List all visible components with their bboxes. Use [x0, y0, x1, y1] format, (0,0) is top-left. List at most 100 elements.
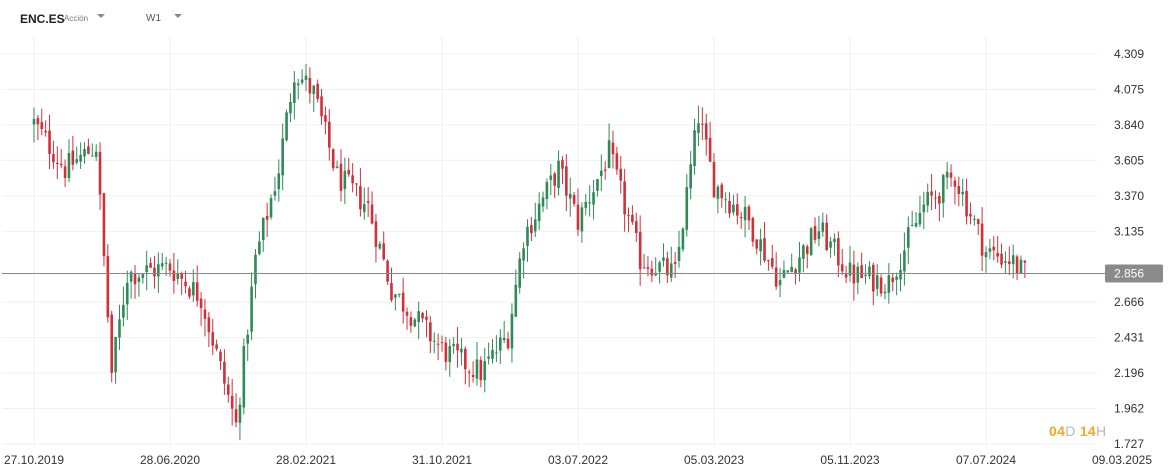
candle-body — [316, 83, 319, 99]
candle-body — [821, 222, 825, 232]
candle-body — [370, 204, 374, 224]
candle-body — [456, 343, 459, 351]
candle-body — [32, 119, 36, 125]
candle-body — [864, 274, 867, 277]
candle-body — [79, 154, 82, 162]
candle-body — [192, 282, 195, 296]
candle-body — [394, 294, 397, 298]
candle-body — [669, 263, 673, 278]
candle-body — [611, 142, 615, 155]
interval-dropdown-chevron-icon[interactable] — [174, 14, 182, 18]
candle-body — [432, 340, 436, 342]
candle-body — [71, 150, 75, 165]
candle-body — [141, 274, 145, 278]
candle-body — [949, 172, 953, 178]
candle-body — [666, 258, 669, 276]
candle-body — [514, 284, 518, 317]
candle-body — [281, 138, 284, 176]
candle-body — [561, 160, 564, 169]
candle-body — [736, 204, 739, 216]
candle-body — [1000, 253, 1003, 265]
candle-body — [250, 286, 253, 332]
candle-body — [382, 243, 386, 260]
candle-body — [168, 263, 172, 271]
candle-body — [545, 181, 549, 200]
candle-body — [747, 206, 751, 221]
candle-body — [502, 337, 506, 341]
candle-body — [930, 191, 933, 196]
countdown-days-unit: D — [1065, 423, 1076, 439]
candle-body — [809, 228, 813, 256]
candle-body — [522, 248, 525, 261]
candle-body — [300, 79, 304, 83]
candle-body — [988, 248, 992, 252]
candle-body — [56, 163, 59, 165]
x-tick-label: 03.07.2022 — [548, 453, 608, 467]
candle-body — [720, 184, 724, 199]
candle-body — [153, 267, 156, 277]
candle-body — [786, 270, 790, 273]
candle-body — [860, 265, 863, 278]
candle-body — [374, 221, 378, 247]
candle-body — [607, 140, 611, 169]
x-tick-label: 27.10.2019 — [4, 453, 64, 467]
candle-body — [172, 270, 176, 281]
candle-body — [755, 239, 759, 249]
candle-body — [366, 201, 370, 203]
candle-body — [160, 263, 164, 267]
candle-body — [397, 293, 401, 296]
candle-body — [1019, 259, 1023, 274]
x-tick-label: 05.11.2023 — [820, 453, 879, 467]
candle-body — [324, 115, 327, 122]
candle-body — [961, 191, 964, 195]
candle-body — [673, 261, 677, 264]
candle-body — [223, 361, 226, 384]
candle-body — [510, 313, 514, 349]
candle-body — [903, 250, 906, 272]
candle-body — [343, 170, 347, 190]
candle-body — [739, 216, 743, 219]
candle-body — [856, 266, 860, 283]
candle-body — [328, 121, 331, 148]
candle-body — [658, 262, 661, 272]
candle-body — [965, 190, 968, 217]
candle-body — [533, 219, 537, 232]
candle-body — [1011, 255, 1015, 265]
candle-body — [689, 164, 692, 189]
candle-body — [331, 149, 335, 169]
symbol-dropdown-chevron-icon[interactable] — [97, 14, 105, 18]
candle-body — [129, 271, 133, 282]
candle-body — [568, 193, 572, 199]
candle-body — [576, 204, 580, 230]
candle-body — [234, 409, 238, 423]
candle-body — [304, 75, 308, 80]
candle-body — [40, 122, 44, 130]
candle-body — [273, 191, 277, 196]
candle-body — [102, 193, 106, 257]
candle-body — [1004, 261, 1007, 263]
candle-body — [584, 201, 588, 208]
interval-selector[interactable]: W1 — [146, 13, 161, 24]
candle-body — [44, 130, 47, 133]
candle-body — [724, 199, 727, 201]
countdown-hours: 14 — [1079, 423, 1096, 439]
chart-toolbar: ENC.ES Acción W1 — [0, 0, 1095, 36]
candle-body — [813, 225, 817, 240]
candle-body — [627, 215, 630, 217]
candle-body — [557, 160, 560, 188]
countdown-days: 04 — [1049, 423, 1066, 439]
candle-body — [118, 319, 121, 338]
candle-body — [425, 316, 428, 320]
candle-body — [592, 192, 595, 205]
candle-body — [145, 265, 148, 273]
candle-body — [265, 215, 269, 220]
candle-body — [230, 395, 234, 409]
candle-body — [436, 343, 440, 345]
y-tick-label: 2.666 — [1114, 295, 1144, 309]
y-axis: 4.309 4.075 3.840 3.605 3.370 3.135 2.666 2.431… — [1114, 47, 1144, 451]
candle-body — [452, 344, 455, 347]
candle-body — [110, 314, 114, 373]
candle-body — [444, 342, 448, 362]
candle-body — [751, 218, 755, 242]
